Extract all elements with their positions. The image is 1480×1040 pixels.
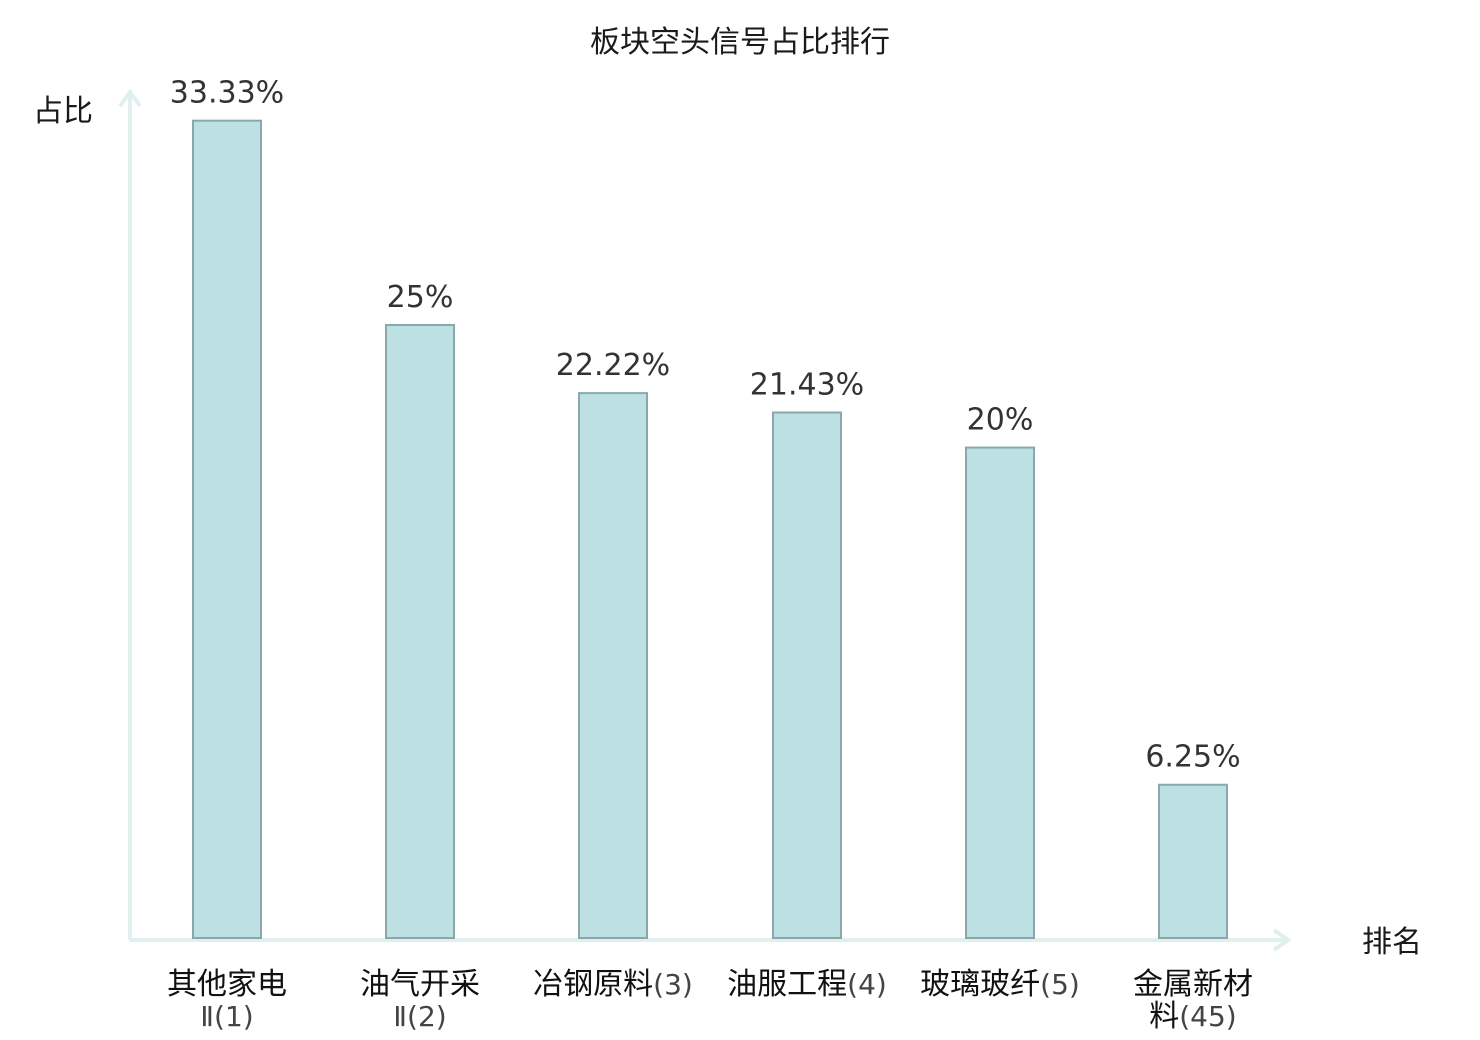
category-name-5: 玻璃玻纤 bbox=[920, 967, 1040, 1002]
value-label-3: 22.22% bbox=[556, 348, 670, 383]
x-axis-arrow bbox=[1272, 928, 1292, 952]
bar-4 bbox=[772, 411, 842, 939]
category-rank-4: (4) bbox=[847, 968, 887, 1001]
y-axis-arrow bbox=[118, 88, 142, 108]
bar-3 bbox=[578, 392, 648, 939]
bar-6 bbox=[1158, 783, 1228, 939]
category-name2-6: 料 bbox=[1149, 999, 1179, 1034]
axes bbox=[118, 88, 1292, 952]
category-rank-5: (5) bbox=[1040, 968, 1080, 1001]
value-label-6: 6.25% bbox=[1145, 740, 1240, 775]
category-name-6: 金属新材 bbox=[1133, 967, 1253, 1002]
category-rank-3: (3) bbox=[653, 968, 693, 1001]
x-axis-label: 排名 bbox=[1362, 925, 1422, 960]
value-labels-group: 33.33% 25% 22.22% 21.43% 20% 6.25% bbox=[170, 76, 1241, 775]
category-rank-1: Ⅱ(1) bbox=[200, 1000, 253, 1033]
category-name-1: 其他家电 bbox=[167, 967, 287, 1002]
category-name-2: 油气开采 bbox=[360, 967, 480, 1002]
bar-5 bbox=[965, 446, 1035, 939]
bar-2 bbox=[385, 323, 455, 939]
value-label-2: 25% bbox=[387, 280, 454, 315]
value-label-4: 21.43% bbox=[750, 367, 864, 402]
y-axis-label: 占比 bbox=[33, 94, 93, 129]
category-rank-2: Ⅱ(2) bbox=[393, 1000, 446, 1033]
category-name-3: 冶钢原料 bbox=[533, 967, 653, 1002]
value-label-5: 20% bbox=[967, 403, 1034, 438]
category-label-line2-6: 料(45) bbox=[1149, 999, 1236, 1034]
chart-title: 板块空头信号占比排行 bbox=[590, 25, 890, 60]
category-label-5: 玻璃玻纤(5) bbox=[920, 967, 1080, 1002]
category-rank-6: (45) bbox=[1179, 1000, 1236, 1033]
bars-group bbox=[192, 119, 1228, 940]
bar-1 bbox=[192, 119, 262, 940]
category-name-4: 油服工程 bbox=[727, 967, 847, 1002]
category-label-4: 油服工程(4) bbox=[727, 967, 887, 1002]
value-label-1: 33.33% bbox=[170, 76, 284, 111]
category-label-3: 冶钢原料(3) bbox=[533, 967, 693, 1002]
